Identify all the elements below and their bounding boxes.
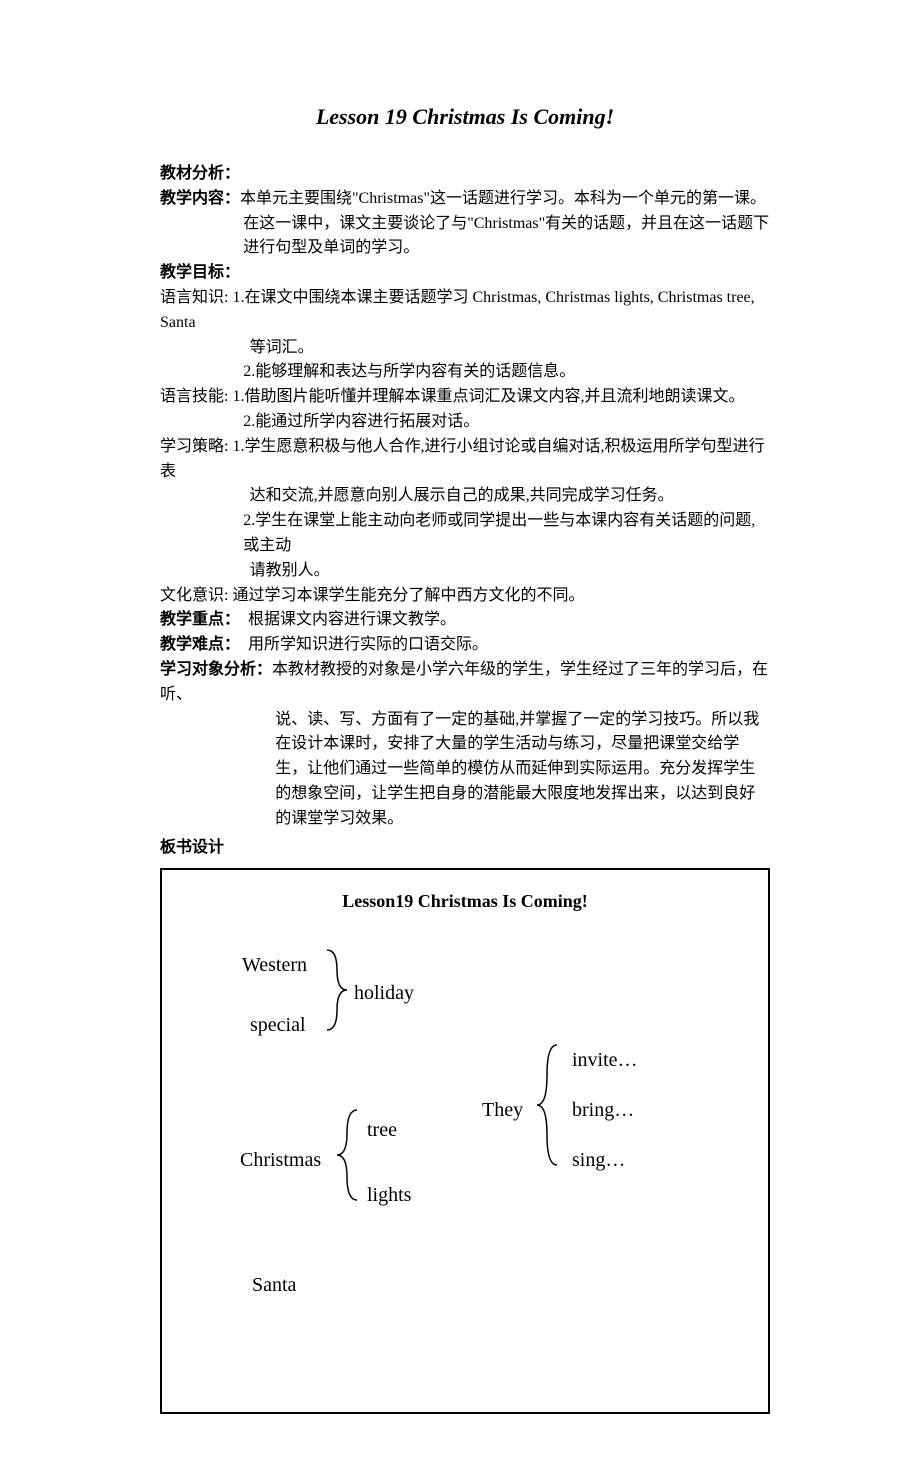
learner-row: 学习对象分析：本教材教授的对象是小学六年级的学生，学生经过了三年的学习后，在听、: [160, 658, 770, 708]
analysis-label: 教材分析：: [160, 162, 770, 187]
content-line1: 教学内容：本单元主要围绕"Christmas"这一话题进行学习。本科为一个单元的…: [160, 187, 770, 212]
board-bring: bring…: [572, 1095, 634, 1126]
board-holiday: holiday: [354, 978, 414, 1009]
strategy-1b: 达和交流,并愿意向别人展示自己的成果,共同完成学习任务。: [160, 484, 770, 509]
strategy-2: 2.学生在课堂上能主动向老师或同学提出一些与本课内容有关话题的问题,或主动: [160, 509, 770, 559]
focus-text: 根据课文内容进行课文教学。: [248, 611, 456, 628]
board-sing: sing…: [572, 1145, 625, 1176]
lang-knowledge-1: 语言知识: 1.在课文中围绕本课主要话题学习 Christmas, Christ…: [160, 286, 770, 336]
strategy-1: 学习策略: 1.学生愿意积极与他人合作,进行小组讨论或自编对话,积极运用所学句型…: [160, 435, 770, 485]
learner-label: 学习对象分析：: [160, 661, 272, 678]
content-text2: 在这一课中，课文主要谈论了与"Christmas"有关的话题，并且在这一话题下进…: [160, 212, 770, 262]
board-title: Lesson19 Christmas Is Coming!: [190, 888, 740, 916]
brace-right-icon: [322, 945, 352, 1035]
culture-awareness: 文化意识: 通过学习本课学生能充分了解中西方文化的不同。: [160, 584, 770, 609]
board-christmas: Christmas: [240, 1145, 321, 1176]
difficulty-row: 教学难点： 用所学知识进行实际的口语交际。: [160, 633, 770, 658]
board-special: special: [250, 1010, 306, 1041]
focus-row: 教学重点： 根据课文内容进行课文教学。: [160, 608, 770, 633]
difficulty-text: 用所学知识进行实际的口语交际。: [248, 636, 488, 653]
strategy-2b: 请教别人。: [160, 559, 770, 584]
focus-label: 教学重点：: [160, 611, 232, 628]
brace-open-icon: [332, 1105, 362, 1205]
learner-text2: 说、读、写、方面有了一定的基础,并掌握了一定的学习技巧。所以我在设计本课时，安排…: [160, 708, 770, 832]
lang-knowledge-1b: 等词汇。: [160, 336, 770, 361]
lang-skill-2: 2.能通过所学内容进行拓展对话。: [160, 410, 770, 435]
board-invite: invite…: [572, 1045, 638, 1076]
board-western: Western: [242, 950, 307, 981]
board-tree: tree: [367, 1115, 397, 1146]
goal-label: 教学目标：: [160, 261, 770, 286]
lang-knowledge-2: 2.能够理解和表达与所学内容有关的话题信息。: [160, 360, 770, 385]
content-text1: 本单元主要围绕"Christmas"这一话题进行学习。本科为一个单元的第一课。: [240, 190, 766, 207]
content-label: 教学内容：: [160, 190, 240, 207]
board-box: Lesson19 Christmas Is Coming! Western sp…: [160, 868, 770, 1414]
board-lights: lights: [367, 1180, 411, 1211]
board-santa: Santa: [252, 1270, 296, 1301]
brace-open-large-icon: [532, 1040, 562, 1170]
lesson-title: Lesson 19 Christmas Is Coming!: [160, 100, 770, 134]
lang-skill-1: 语言技能: 1.借助图片能听懂并理解本课重点词汇及课文内容,并且流利地朗读课文。: [160, 385, 770, 410]
difficulty-label: 教学难点：: [160, 636, 232, 653]
board-design-label: 板书设计: [160, 836, 770, 861]
board-they: They: [482, 1095, 523, 1126]
